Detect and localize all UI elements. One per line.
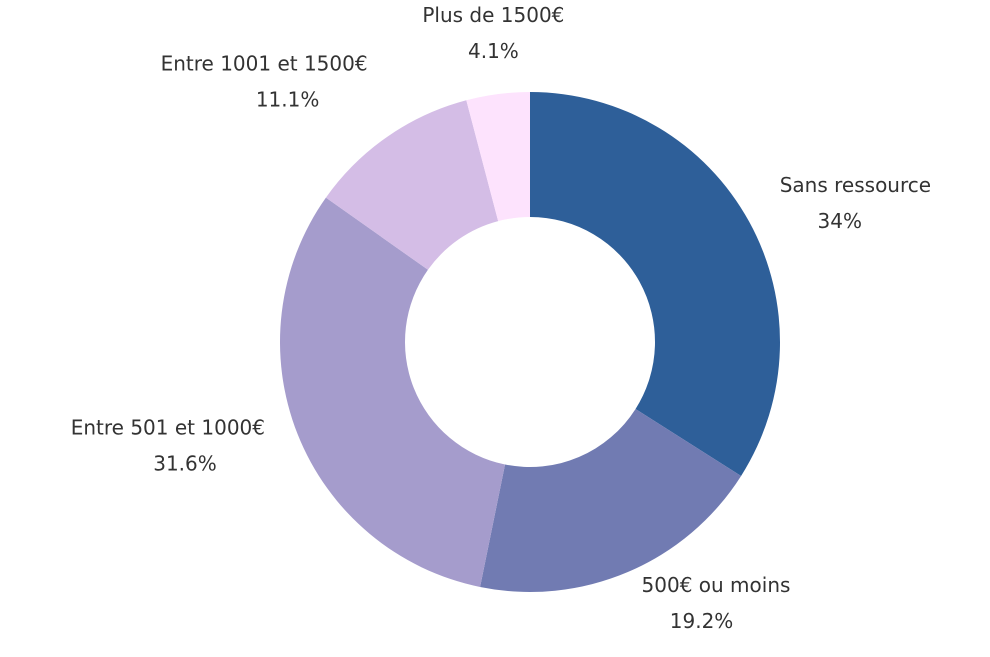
slice-value-label: 4.1% bbox=[468, 39, 519, 63]
slice-value-label: 11.1% bbox=[256, 87, 320, 111]
donut-slice bbox=[480, 408, 742, 592]
donut-slice bbox=[280, 197, 506, 587]
slice-label: Entre 1001 et 1500€ bbox=[161, 51, 368, 75]
slice-label: 500€ ou moins bbox=[642, 573, 791, 597]
slice-value-label: 31.6% bbox=[153, 451, 217, 475]
donut-slice bbox=[466, 92, 530, 222]
donut-slice bbox=[325, 100, 499, 270]
slice-label: Plus de 1500€ bbox=[422, 3, 564, 27]
slice-label: Entre 501 et 1000€ bbox=[71, 415, 265, 439]
slice-value-label: 34% bbox=[818, 209, 862, 233]
slice-value-label: 19.2% bbox=[670, 609, 734, 633]
slice-label: Sans ressource bbox=[780, 173, 931, 197]
donut-slice bbox=[530, 92, 780, 476]
